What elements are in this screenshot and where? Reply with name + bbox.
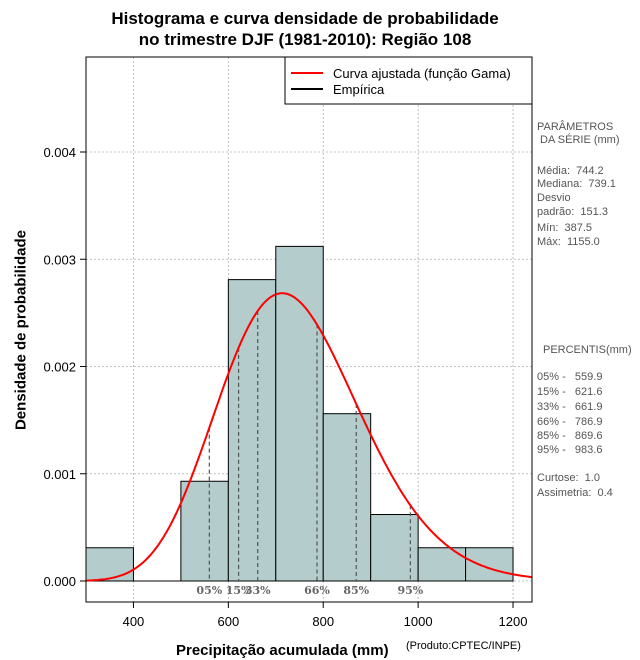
percentil-66: 66% - 786.9 bbox=[537, 416, 603, 428]
x-tick-label-1200: 1200 bbox=[499, 614, 528, 629]
legend: Curva ajustada (função Gama) Empírica bbox=[284, 56, 533, 105]
y-tick-label-0.000: 0.000 bbox=[43, 574, 76, 589]
percentis-header: PERCENTIS(mm) bbox=[543, 344, 632, 356]
chart-title-line1: Histograma e curva densidade de probabil… bbox=[111, 9, 499, 28]
x-tick-label-400: 400 bbox=[123, 614, 145, 629]
stat-min: Mín: 387.5 bbox=[537, 222, 593, 234]
stat-media: Média: 744.2 bbox=[537, 165, 604, 177]
percentile-label-33%: 33% bbox=[245, 584, 271, 597]
y-tick-label-0.001: 0.001 bbox=[43, 467, 76, 482]
stat-max: Máx: 1155.0 bbox=[537, 236, 600, 248]
percentil-05: 05% - 559.9 bbox=[537, 371, 603, 383]
percentile-label-66%: 66% bbox=[304, 584, 330, 597]
legend-box bbox=[284, 56, 533, 105]
stat-desvio-value: padrão: 151.3 bbox=[537, 206, 608, 218]
x-axis-label: Precipitação acumulada (mm) bbox=[176, 642, 389, 659]
histogram-bar-900-1000 bbox=[370, 514, 419, 582]
y-tick-label-0.003: 0.003 bbox=[43, 252, 76, 267]
histogram-bar-700-800 bbox=[275, 245, 324, 582]
percentile-markers: 05% 15%33% 66% 85% 95% bbox=[196, 310, 424, 597]
y-axis-label: Densidade de probabilidade bbox=[12, 229, 30, 431]
y-tick-label-0.004: 0.004 bbox=[43, 145, 76, 160]
legend-label-empirica: Empírica bbox=[333, 82, 385, 97]
histogram-bar-300-400 bbox=[85, 547, 134, 582]
stats-header-line2: DA SÉRIE (mm) bbox=[537, 134, 620, 146]
percentil-33: 33% - 661.9 bbox=[537, 401, 603, 413]
product-credit: (Produto:CPTEC/INPE) bbox=[406, 640, 521, 652]
x-tick-label-800: 800 bbox=[312, 614, 334, 629]
legend-label-curve: Curva ajustada (função Gama) bbox=[333, 66, 511, 81]
axis-ticks: 400 600 800 1000 1200 0.000 0.001 0.002 0.003 0.0… bbox=[43, 145, 527, 629]
percentil-15: 15% - 621.6 bbox=[537, 386, 603, 398]
histogram-bar-800-900 bbox=[322, 413, 372, 582]
gamma-density-curve bbox=[86, 292, 533, 582]
stats-header-line1: PARÂMETROS bbox=[537, 121, 614, 133]
percentile-label-15%: 15% bbox=[226, 584, 252, 597]
stat-mediana: Mediana: 739.1 bbox=[537, 178, 616, 190]
percentile-label-95%: 95% bbox=[397, 584, 423, 597]
histogram-bars bbox=[85, 245, 514, 582]
y-tick-label-0.002: 0.002 bbox=[43, 360, 76, 375]
chart-title-line2: no trimestre DJF (1981-2010): Região 108 bbox=[138, 30, 472, 49]
stat-desvio-label: Desvio bbox=[537, 192, 571, 204]
percentil-85: 85% - 869.6 bbox=[537, 430, 603, 442]
x-tick-label-600: 600 bbox=[217, 614, 239, 629]
histogram-bar-600-700 bbox=[227, 279, 277, 582]
histogram-bar-500-600 bbox=[180, 480, 229, 582]
percentile-label-85%: 85% bbox=[343, 584, 369, 597]
histogram-bar-1100-1200 bbox=[465, 547, 514, 582]
percentile-label-05%: 05% bbox=[196, 584, 222, 597]
stat-curtose: Curtose: 1.0 bbox=[537, 472, 600, 484]
stat-assimetria: Assimetria: 0.4 bbox=[537, 487, 613, 499]
percentil-95: 95% - 983.6 bbox=[537, 444, 603, 456]
x-tick-label-1000: 1000 bbox=[404, 614, 433, 629]
